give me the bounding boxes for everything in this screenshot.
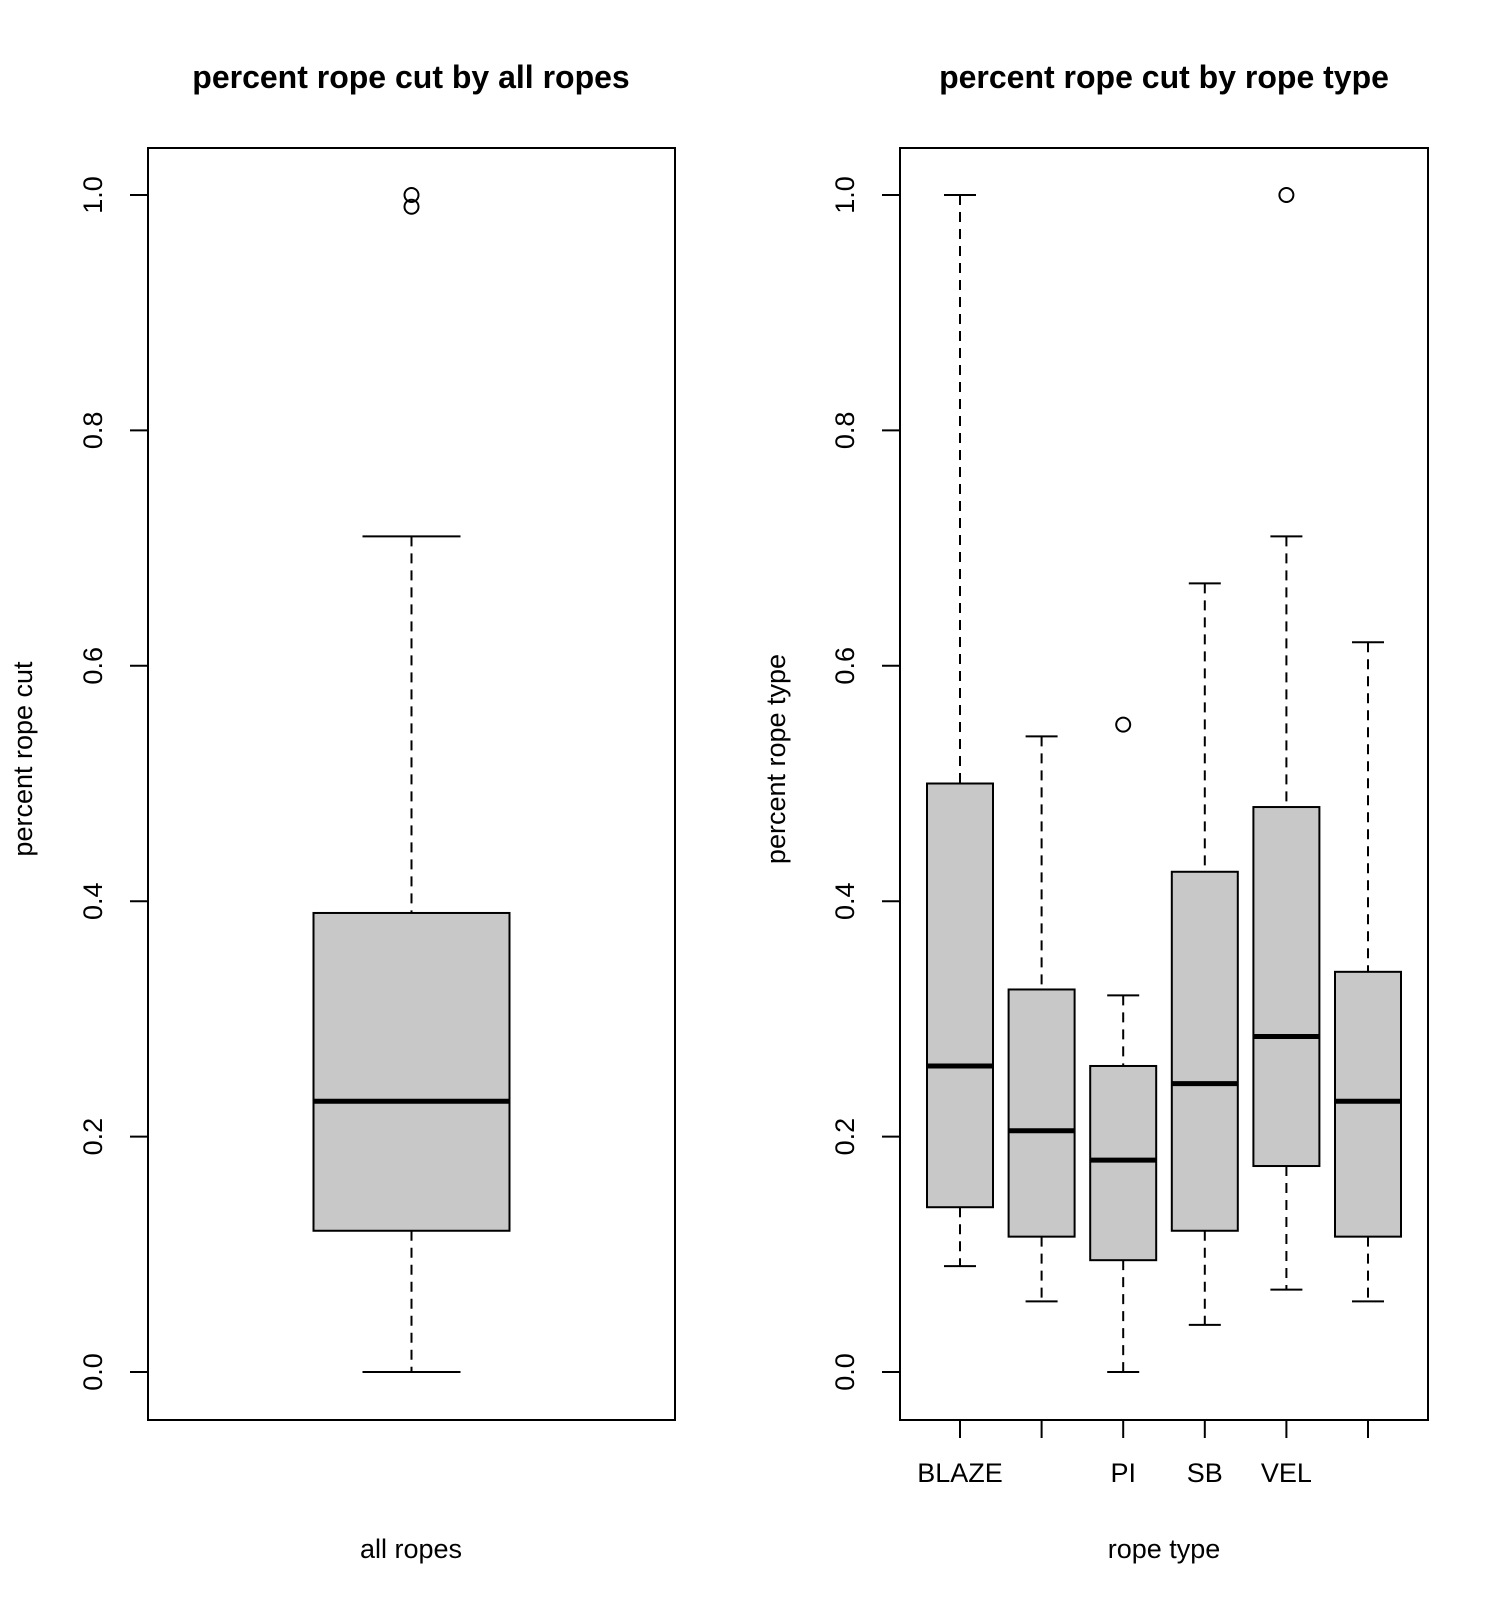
iqr-box [312, 911, 511, 1232]
iqr-box [1252, 806, 1321, 1168]
y-tick-label: 1.0 [78, 176, 108, 214]
x-axis-label: all ropes [360, 1534, 462, 1564]
box-group [926, 194, 994, 1268]
x-axis-label: rope type [1108, 1534, 1221, 1564]
y-tick-label: 0.2 [78, 1118, 108, 1156]
outlier-point [403, 198, 420, 215]
chart-title: percent rope cut by all ropes [192, 59, 629, 95]
box-group [1252, 187, 1321, 1291]
y-tick-label: 0.2 [830, 1118, 860, 1156]
plot-frame [147, 147, 676, 1421]
y-tick-label: 0.6 [78, 647, 108, 685]
y-tick-label: 0.6 [830, 647, 860, 685]
y-tick-label: 0.8 [830, 412, 860, 450]
x-tick-label: VEL [1261, 1458, 1312, 1488]
box-group [1089, 716, 1158, 1373]
y-axis-label: percent rope cut [8, 661, 38, 857]
iqr-box [1089, 1064, 1158, 1262]
y-tick-label: 1.0 [830, 176, 860, 214]
box-group [312, 187, 511, 1373]
outlier-point [1278, 187, 1295, 203]
y-tick-label: 0.0 [78, 1353, 108, 1391]
plot-frame [899, 147, 1429, 1421]
iqr-box [926, 782, 994, 1209]
x-tick-label: SB [1187, 1458, 1223, 1488]
box-group [1170, 582, 1239, 1326]
outlier-point [1115, 716, 1132, 733]
y-tick-label: 0.8 [78, 412, 108, 450]
x-tick-label: BLAZE [917, 1458, 1003, 1488]
y-tick-label: 0.4 [78, 882, 108, 920]
panel-all-ropes: percent rope cut by all ropes 0.0 0.2 0.4 0.… [8, 59, 676, 1564]
y-tick-label: 0.4 [830, 882, 860, 920]
y-axis-label: percent rope type [761, 654, 791, 864]
panel-rope-type: percent rope cut by rope type 0.0 0.2 0.4 0.… [761, 59, 1429, 1564]
iqr-box [1170, 870, 1239, 1232]
y-tick-label: 0.0 [830, 1353, 860, 1391]
chart-title: percent rope cut by rope type [939, 59, 1389, 95]
iqr-box [1334, 970, 1402, 1238]
outlier-point [403, 187, 420, 203]
x-tick-label: PI [1110, 1458, 1136, 1488]
box-group [1334, 641, 1402, 1303]
iqr-box [1007, 988, 1076, 1238]
box-group [1007, 735, 1076, 1303]
